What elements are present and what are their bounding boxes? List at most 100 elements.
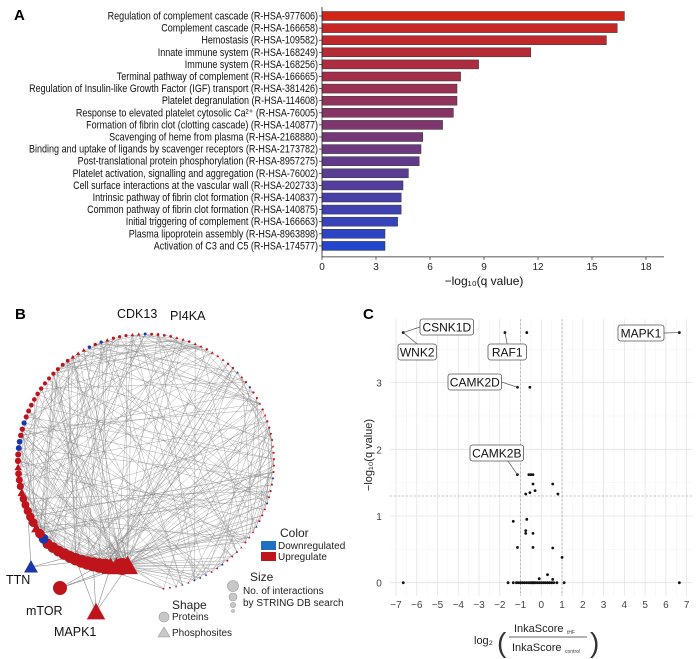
bar	[321, 156, 420, 166]
x-tick-label: 0	[319, 262, 325, 273]
bar	[321, 204, 402, 215]
network-node-protein	[19, 426, 25, 432]
network-edge	[43, 373, 54, 539]
network-edge	[22, 409, 263, 430]
network-edge	[23, 422, 128, 567]
bar	[321, 95, 458, 106]
network-node-protein	[231, 555, 234, 558]
bar-category-label: Hemostasis (R-HSA-109582)	[201, 35, 318, 47]
network-edge	[39, 333, 146, 534]
network-edge	[36, 497, 270, 529]
network-node-phosphosite	[236, 371, 239, 374]
bar	[321, 71, 461, 82]
network-edge	[87, 342, 102, 564]
data-point	[531, 531, 535, 535]
network-edge	[25, 338, 114, 506]
network-edge	[69, 542, 246, 558]
network-edge	[28, 410, 183, 585]
bar	[321, 180, 404, 191]
annotation-label: MAPK1	[621, 327, 662, 341]
network-node-protein	[268, 496, 271, 499]
annotation-box	[469, 444, 524, 462]
network-edge	[17, 441, 20, 461]
network-node-protein	[252, 391, 255, 394]
network-edge	[53, 373, 273, 441]
bar	[321, 241, 386, 251]
network-edge	[57, 341, 102, 370]
legend-swatch-down	[261, 541, 276, 550]
annotation-box	[617, 324, 665, 342]
volcano-y-axis-label: −log₁₀(q value)	[363, 419, 375, 491]
bar-category-label: Immune system (R-HSA-168256)	[185, 59, 318, 71]
legend-size-title: Size	[250, 570, 274, 584]
network-edge	[18, 447, 128, 567]
legend-size-text-1: No. of interactions	[243, 586, 324, 597]
network-edge	[53, 343, 196, 374]
network-node-phosphosite	[240, 375, 244, 379]
network-node-protein	[231, 366, 235, 370]
network-node-phosphosite	[31, 522, 42, 533]
network-edge	[53, 373, 117, 567]
network-edge	[127, 565, 177, 587]
network-edge	[77, 353, 123, 567]
network-edge	[18, 421, 268, 468]
data-point	[524, 531, 528, 535]
network-node-phosphosite	[24, 560, 38, 573]
network-edge	[121, 372, 238, 567]
network-edge	[40, 388, 128, 567]
x-tick-label: −6	[411, 600, 423, 611]
network-edge	[67, 360, 233, 557]
network-node-phosphosite	[210, 351, 214, 354]
data-point	[525, 331, 529, 334]
network-node-protein	[270, 483, 273, 486]
network-edge	[270, 433, 273, 485]
node-label-cdk13: CDK13	[117, 307, 157, 321]
data-point	[525, 517, 529, 521]
x-tick-label: 5	[642, 600, 648, 611]
bar-category-label: Regulation of Insulin-like Growth Factor…	[29, 83, 318, 95]
network-node-protein	[261, 514, 264, 517]
network-edge	[28, 410, 123, 567]
x-label-denominator: InkaScore	[512, 642, 562, 654]
network-edge	[20, 435, 212, 573]
data-point	[560, 555, 564, 559]
node-label-pi4ka: PI4KA	[170, 309, 206, 323]
x-tick-label: 3	[373, 262, 379, 273]
panel-b-label: B	[15, 306, 26, 323]
network-edge	[237, 372, 273, 441]
data-point	[524, 492, 528, 496]
network-edge	[245, 397, 258, 543]
network-edge	[256, 397, 263, 516]
data-point	[552, 581, 556, 585]
bar-category-label: Activation of C3 and C5 (R-HSA-174577)	[154, 241, 318, 253]
x-tick-label: −3	[473, 600, 485, 611]
network-edge	[100, 342, 111, 567]
network-node-protein	[51, 371, 56, 376]
network-edge	[83, 350, 128, 567]
network-edge	[17, 467, 183, 585]
data-point	[523, 581, 527, 585]
network-edge	[241, 377, 254, 533]
network-edge	[37, 346, 202, 395]
network-node-protein	[21, 420, 27, 426]
network-edge	[83, 339, 184, 351]
network-edge	[64, 415, 266, 555]
network-edge	[28, 410, 233, 557]
network-node-protein	[271, 438, 274, 442]
bar	[321, 168, 409, 179]
legend-up-label: Upregulate	[278, 552, 327, 563]
network-node-protein	[272, 458, 276, 461]
network-edge	[26, 343, 196, 418]
network-node-protein	[15, 451, 22, 458]
network-node-phosphosite	[271, 445, 275, 448]
network-node-phosphosite	[175, 336, 179, 340]
network-node-protein	[118, 335, 122, 339]
network-nodes	[14, 332, 276, 620]
network-node-protein	[162, 587, 165, 590]
network-node-phosphosite	[76, 351, 81, 356]
annotation-label: CAMK2D	[450, 376, 500, 390]
network-edge	[127, 421, 268, 567]
data-point	[551, 482, 555, 486]
network-edge	[227, 363, 243, 378]
